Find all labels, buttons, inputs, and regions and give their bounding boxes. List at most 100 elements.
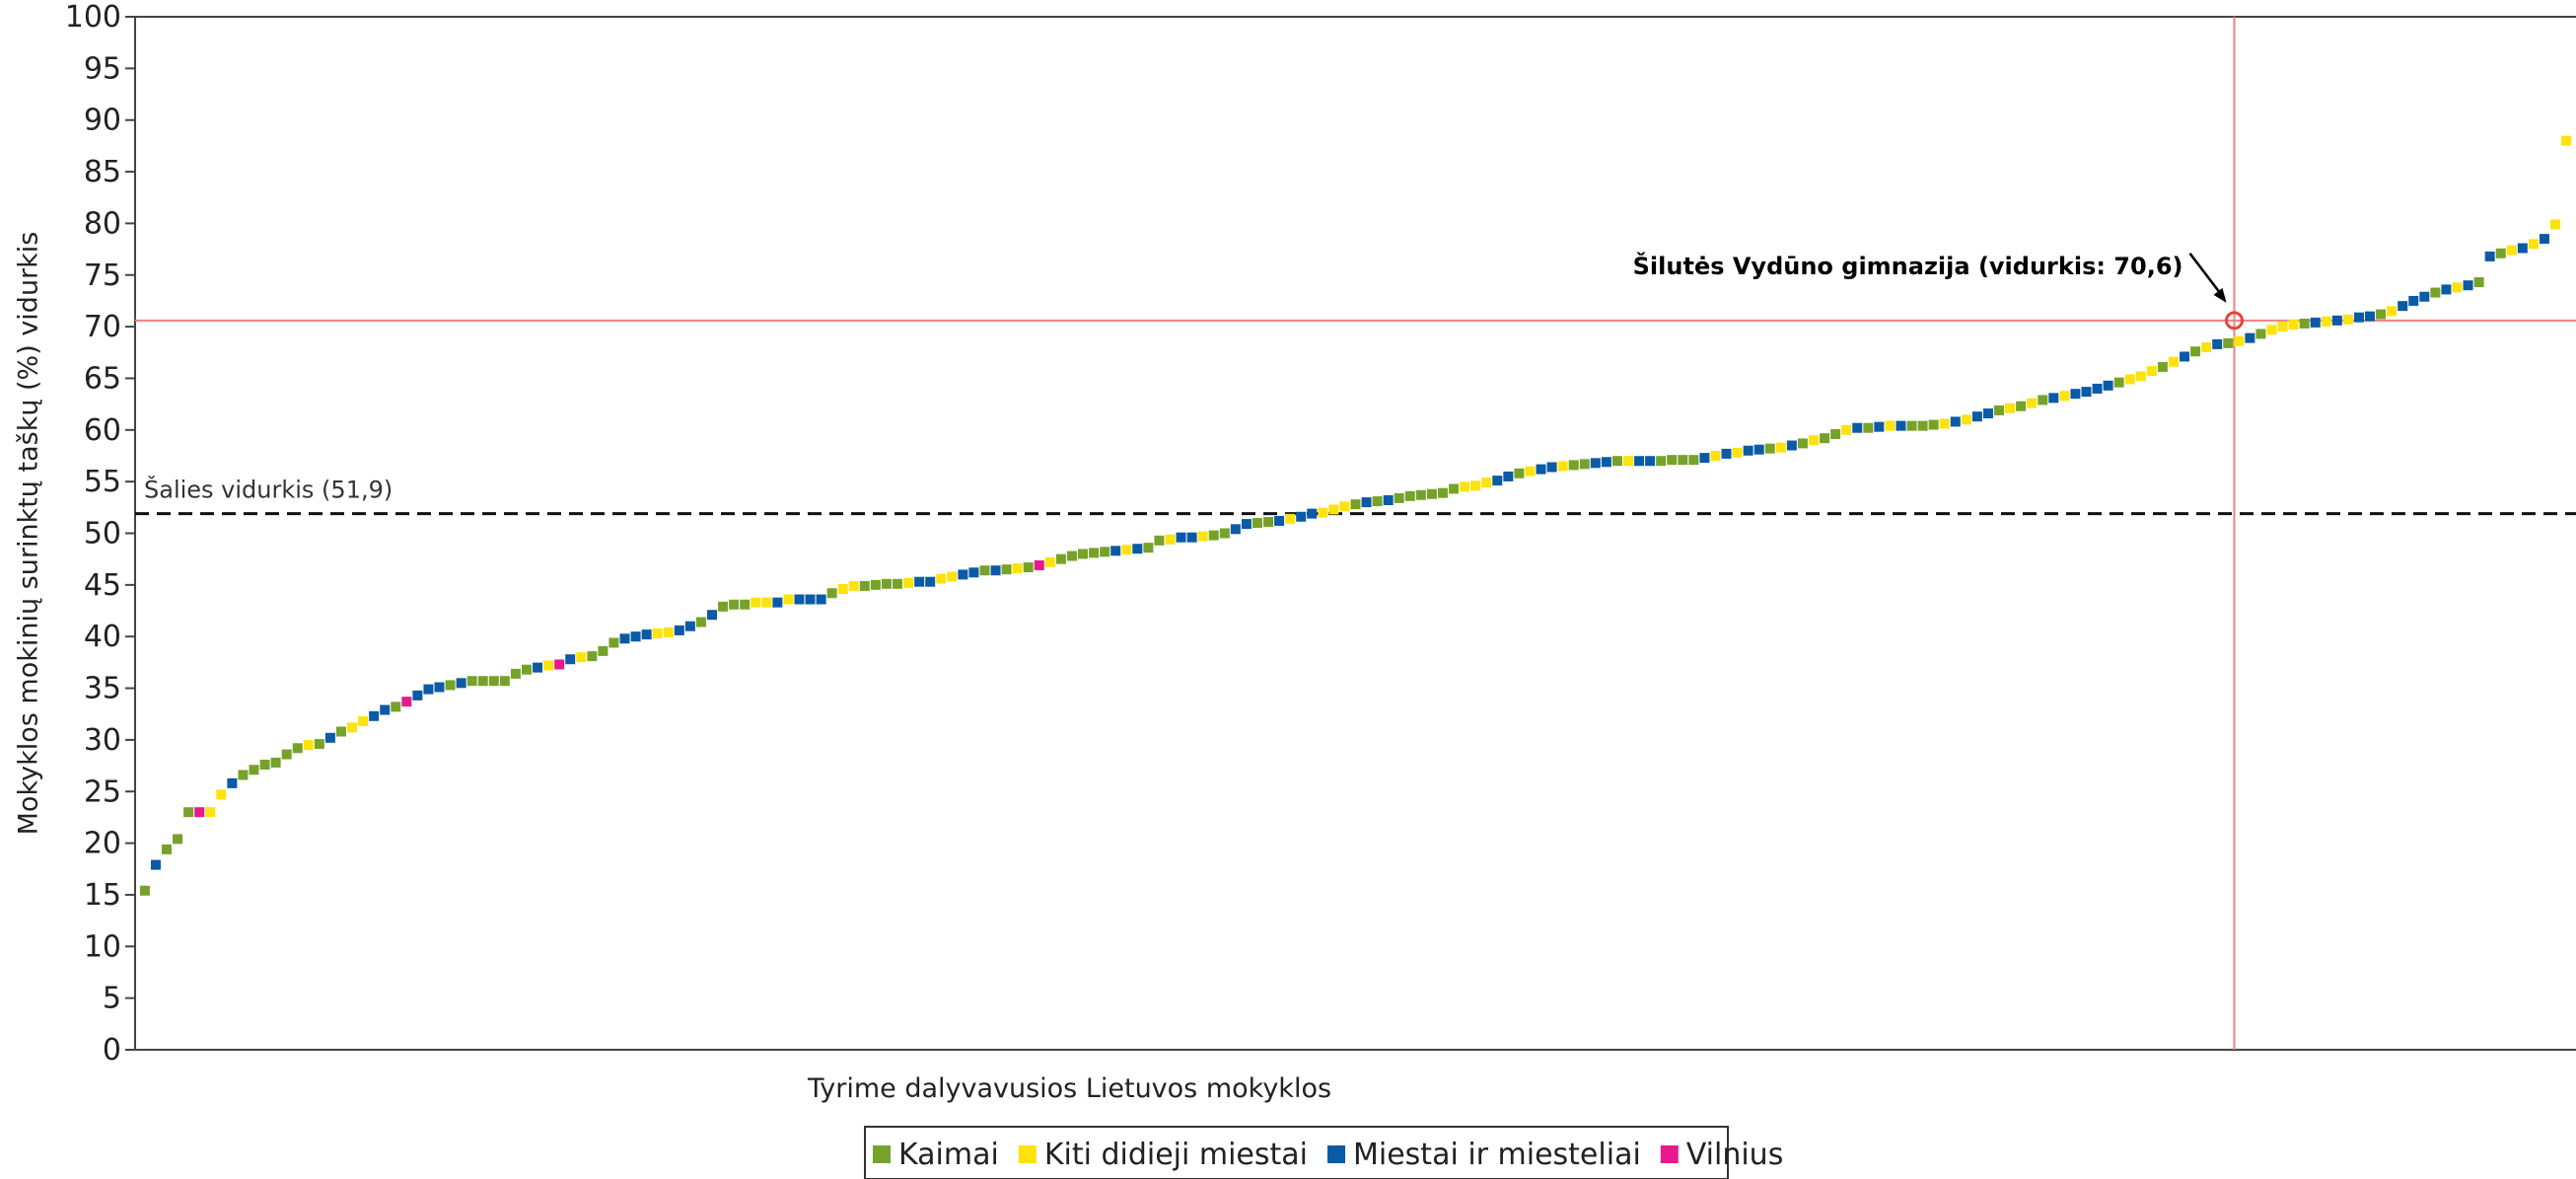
data-point (1132, 544, 1143, 554)
data-point (1546, 462, 1557, 473)
data-point (1197, 531, 1208, 542)
data-point (2495, 248, 2506, 258)
y-tick-label: 35 (84, 672, 121, 706)
legend-swatch (873, 1145, 891, 1163)
data-point (521, 664, 532, 675)
data-point (1557, 461, 1568, 472)
data-point (1678, 455, 1688, 466)
data-point (1078, 549, 1089, 559)
data-point (1121, 545, 1132, 555)
data-point (292, 743, 303, 754)
data-point (2234, 335, 2245, 346)
data-point (1055, 553, 1066, 564)
data-point (2266, 325, 2277, 335)
data-point (1753, 444, 1764, 455)
legend-box (864, 1126, 1729, 1179)
data-point (1950, 416, 1961, 427)
data-point (1230, 524, 1241, 535)
data-point (740, 599, 751, 610)
data-point (2561, 135, 2572, 146)
data-point (729, 599, 740, 610)
data-point (1361, 497, 1372, 508)
data-point (173, 834, 183, 845)
data-point (684, 621, 695, 631)
data-point (2408, 295, 2419, 306)
data-point (2473, 277, 2484, 288)
legend: Kaimai Kiti didieji miestai Miestai ir mie… (864, 1126, 1783, 1179)
data-point (990, 565, 1001, 576)
data-point (1110, 546, 1121, 556)
data-point (1350, 499, 1361, 510)
highlight-marker (2225, 311, 2244, 331)
data-point (2124, 374, 2135, 385)
data-point (1307, 508, 1318, 519)
y-axis-ticks: 0 5 10 15 20 25 30 35 40 45 50 55 60 65 70 75 80 85 90 95 10… (65, 0, 135, 1068)
data-point (1928, 419, 1939, 430)
data-point (270, 757, 281, 768)
data-point (1961, 414, 1971, 425)
y-tick-label: 70 (84, 310, 121, 344)
data-point (1808, 435, 1819, 446)
data-point (1296, 511, 1307, 522)
data-point (183, 807, 194, 818)
data-point (1372, 496, 1383, 507)
data-point (1601, 457, 1611, 468)
data-point (434, 682, 445, 693)
data-point (2430, 287, 2441, 298)
data-point (826, 588, 837, 599)
data-point (543, 660, 554, 671)
y-tick-label: 0 (103, 1033, 121, 1068)
data-point (2135, 371, 2146, 382)
data-point (1285, 513, 1296, 524)
data-point (1318, 507, 1328, 518)
y-tick-label: 60 (84, 413, 121, 448)
data-point (369, 710, 380, 721)
data-point (2517, 243, 2528, 254)
data-point (1874, 421, 1885, 432)
data-point (488, 676, 499, 687)
data-point (2201, 342, 2212, 353)
data-point (663, 627, 674, 638)
data-point (816, 594, 826, 605)
data-point (1699, 453, 1710, 464)
data-point (947, 571, 958, 582)
data-point (1525, 466, 1536, 477)
y-tick-label: 85 (84, 155, 121, 189)
data-point (1503, 471, 1514, 481)
data-point (914, 576, 925, 587)
data-point (674, 625, 684, 635)
data-point (510, 668, 521, 679)
y-tick-label: 30 (84, 723, 121, 758)
data-point (139, 885, 150, 896)
data-point (1656, 456, 1667, 467)
data-point (2365, 311, 2376, 322)
data-point (1830, 428, 1841, 439)
data-point (1034, 559, 1044, 570)
data-point (477, 676, 488, 687)
data-point (936, 573, 947, 584)
data-point (1994, 405, 2005, 415)
data-point (870, 579, 881, 590)
data-point (751, 597, 761, 608)
data-point (587, 651, 598, 662)
data-point (1339, 501, 1350, 512)
data-points (139, 135, 2572, 896)
y-tick-label: 40 (84, 620, 121, 654)
data-point (652, 628, 663, 639)
data-point (2113, 377, 2124, 388)
data-point (1012, 563, 1023, 574)
legend-swatch (1660, 1145, 1679, 1163)
data-point (554, 659, 565, 670)
data-point (1383, 494, 1394, 505)
data-point (1732, 447, 1743, 458)
y-tick-label: 55 (84, 465, 121, 499)
data-point (2016, 401, 2027, 411)
data-point (2038, 395, 2048, 405)
data-point (1023, 562, 1034, 573)
data-point (695, 617, 706, 627)
data-point (227, 777, 238, 788)
data-point (324, 732, 335, 743)
data-point (630, 631, 641, 642)
data-point (903, 577, 914, 588)
y-tick-label: 100 (65, 0, 121, 35)
